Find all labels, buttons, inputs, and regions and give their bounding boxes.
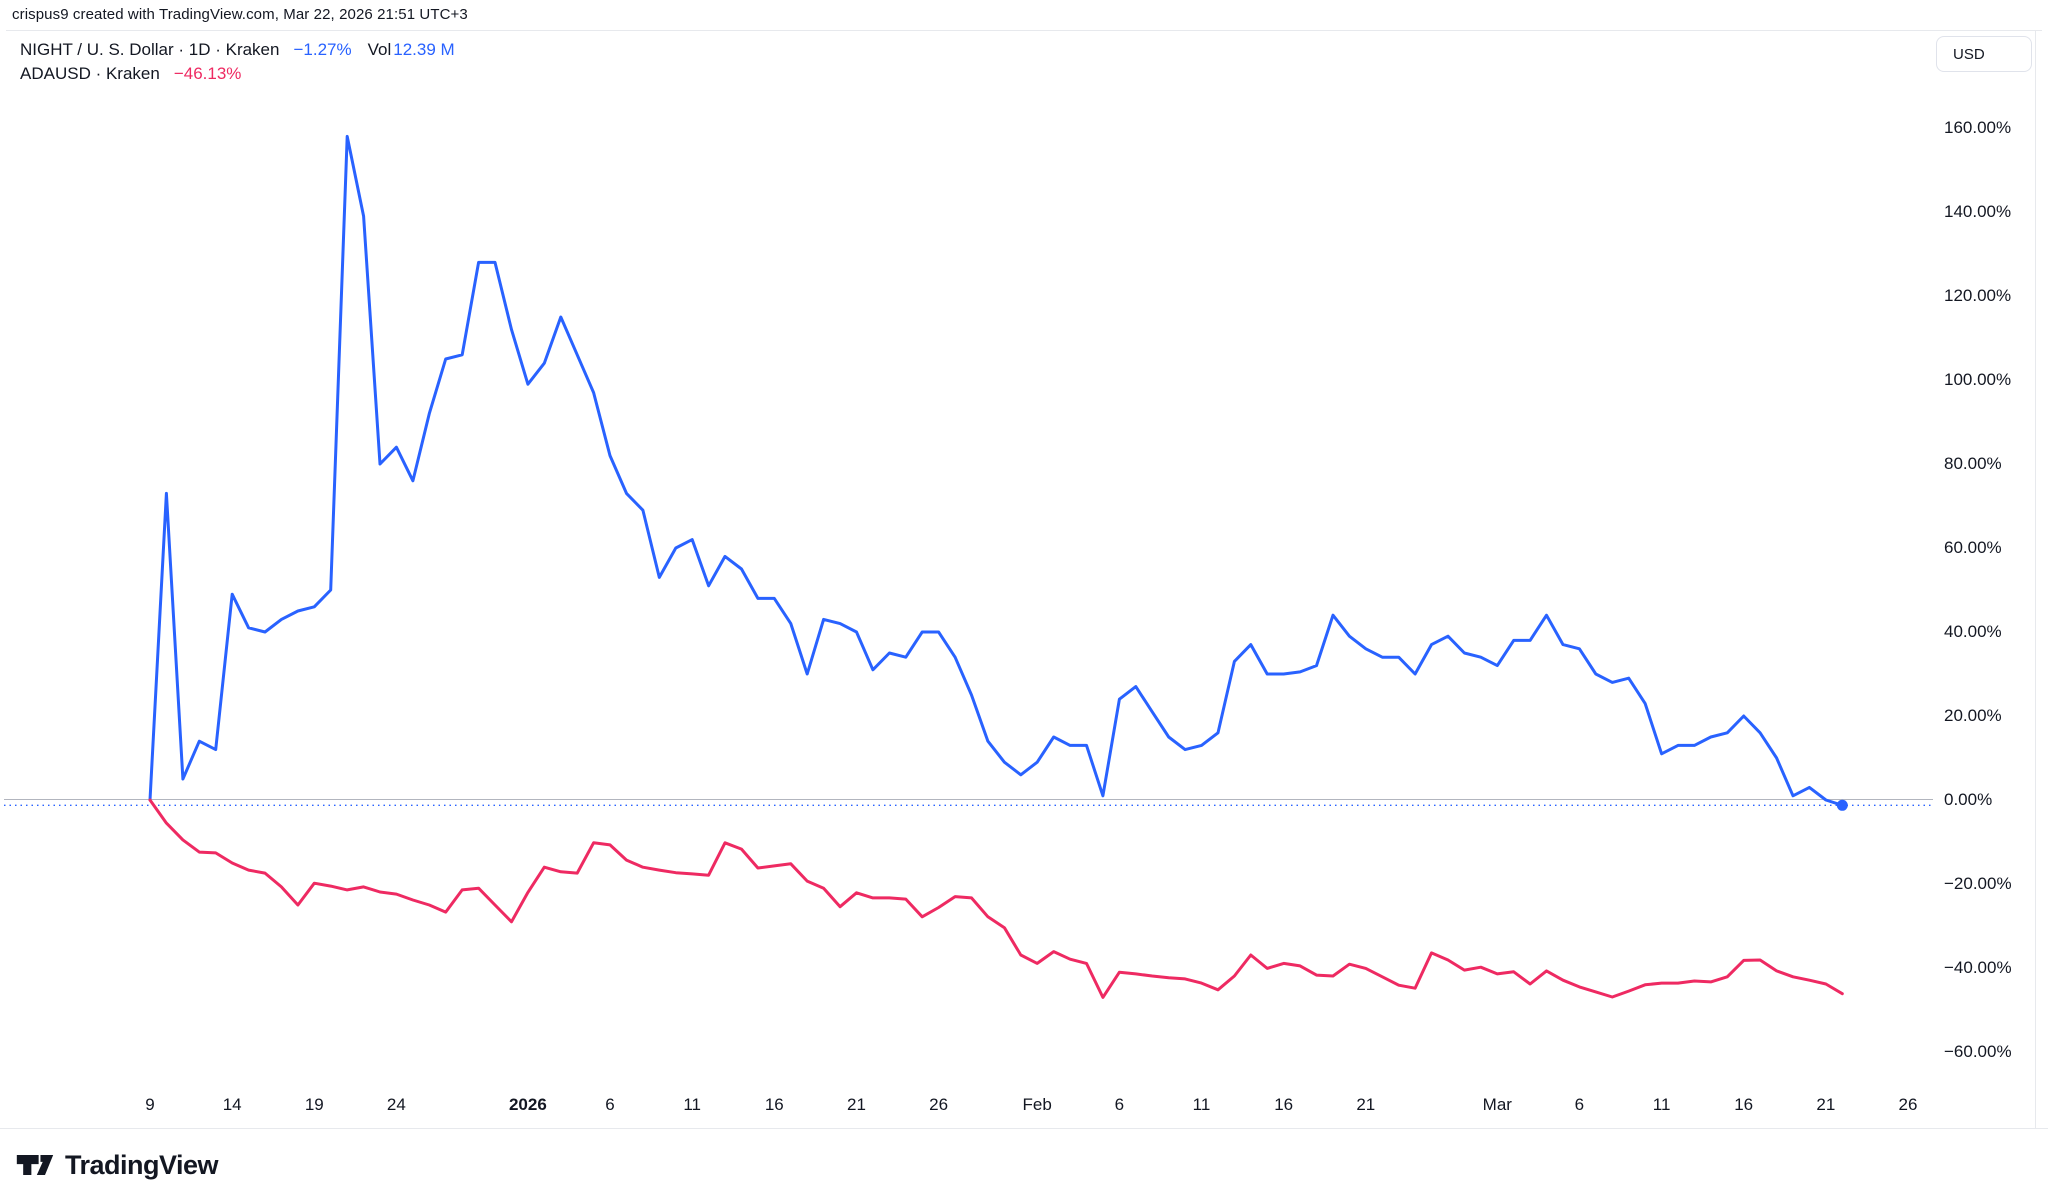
- tradingview-logo-icon: [16, 1155, 54, 1175]
- adausd-change-value: −46.13%: [173, 64, 242, 83]
- price-tick-label: −20.00%: [1944, 874, 2012, 893]
- time-tick-label: 16: [764, 1095, 784, 1114]
- volume-value: 12.39 M: [393, 40, 455, 59]
- time-tick-label: 21: [1356, 1095, 1376, 1114]
- time-tick-label: Mar: [1482, 1095, 1512, 1114]
- time-tick-label: 26: [1898, 1095, 1918, 1114]
- price-tick-label: −60.00%: [1944, 1042, 2012, 1061]
- time-tick-label: 6: [605, 1095, 615, 1114]
- time-tick-label: 21: [847, 1095, 866, 1114]
- time-tick-label: 9: [145, 1095, 155, 1114]
- legend-row-night[interactable]: NIGHT / U. S. Dollar · 1D · Kraken −1.27%…: [20, 38, 455, 62]
- time-tick-label: 14: [222, 1095, 242, 1114]
- adausd-symbol-label[interactable]: ADAUSD · Kraken: [20, 64, 160, 83]
- time-tick-label: 6: [1114, 1095, 1125, 1114]
- time-tick-label: 16: [1274, 1095, 1294, 1114]
- time-tick-label: 19: [304, 1095, 324, 1114]
- time-tick-label: Feb: [1022, 1095, 1052, 1114]
- price-tick-label: 20.00%: [1944, 706, 2002, 725]
- price-axis-separator: [2035, 31, 2036, 1128]
- legend-row-adausd[interactable]: ADAUSD · Kraken −46.13%: [20, 62, 455, 86]
- time-tick-label: 6: [1574, 1095, 1585, 1114]
- attribution-text: crispus9 created with TradingView.com, M…: [12, 6, 468, 23]
- tradingview-logo[interactable]: TradingView: [15, 1148, 219, 1182]
- night-series-line: [148, 134, 1844, 807]
- time-tick-label: 21: [1816, 1095, 1836, 1114]
- tradingview-logo-text: TradingView: [65, 1149, 219, 1180]
- price-tick-label: 80.00%: [1944, 454, 2002, 473]
- price-tick-label: 160.00%: [1944, 118, 2012, 137]
- price-tick-label: 60.00%: [1944, 538, 2002, 557]
- price-tick-label: 0.00%: [1944, 790, 1993, 809]
- currency-usd-label: USD: [1953, 45, 1985, 63]
- time-axis[interactable]: 9 14 19 24 2026 6 11 16 21 26 Feb 6 11 16 21 Mar 6 11 16 21…: [0, 1085, 2048, 1127]
- time-tick-label: 11: [1192, 1095, 1211, 1114]
- adausd-series-line: [148, 798, 1844, 999]
- price-tick-label: −40.00%: [1944, 958, 2012, 977]
- volume-label: Vol: [367, 40, 392, 59]
- price-tick-label: 140.00%: [1944, 202, 2012, 221]
- last-price-dot: [1836, 799, 1848, 811]
- chart-bottom-border: [0, 1128, 2048, 1129]
- price-tick-label: 40.00%: [1944, 622, 2002, 641]
- night-change-value: −1.27%: [293, 40, 352, 59]
- currency-usd-button[interactable]: USD: [1936, 36, 2032, 72]
- time-tick-label: 26: [929, 1095, 949, 1114]
- night-symbol-label[interactable]: NIGHT / U. S. Dollar · 1D · Kraken: [20, 40, 280, 59]
- price-tick-label: 100.00%: [1944, 370, 2012, 389]
- time-tick-label: 11: [1652, 1095, 1671, 1114]
- price-tick-label: 120.00%: [1944, 286, 2012, 305]
- time-tick-label: 16: [1734, 1095, 1754, 1114]
- chart-top-border: [6, 30, 2042, 31]
- time-tick-label: 24: [386, 1095, 406, 1114]
- time-tick-label: 2026: [508, 1095, 547, 1114]
- legend: NIGHT / U. S. Dollar · 1D · Kraken −1.27%…: [20, 38, 455, 86]
- time-tick-label: 11: [683, 1095, 702, 1114]
- price-axis[interactable]: 160.00% 140.00% 120.00% 100.00% 80.00% 60.00%…: [1944, 0, 2048, 1128]
